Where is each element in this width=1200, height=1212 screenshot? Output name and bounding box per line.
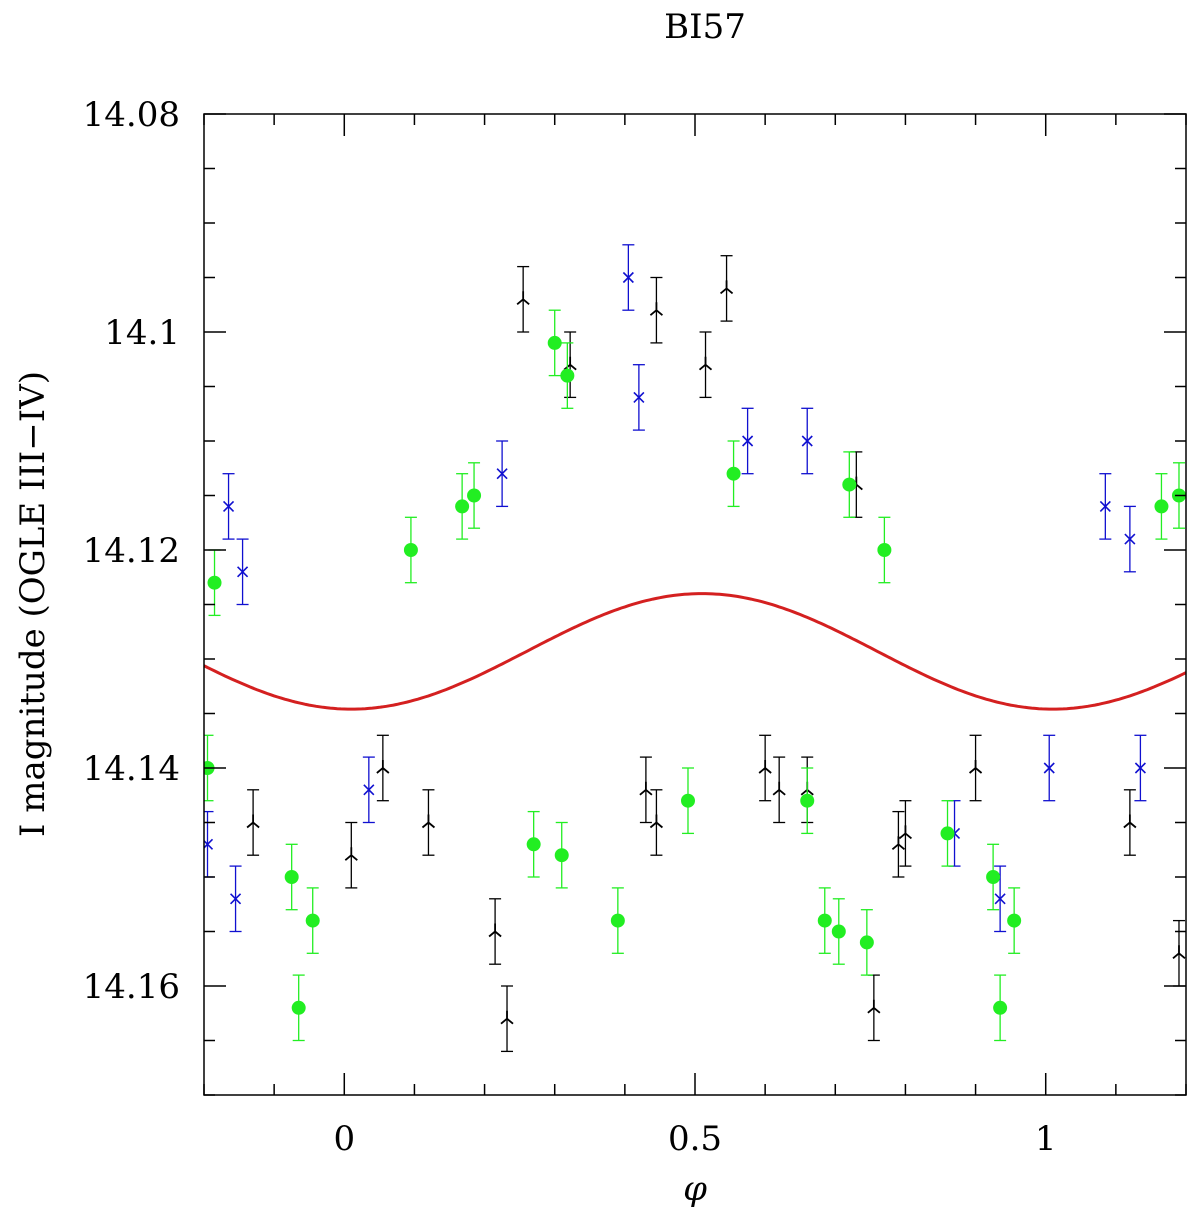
data-point [305,887,320,954]
data-point [817,887,832,954]
data-point [639,756,653,824]
data-point [1043,734,1056,802]
data-point [680,767,695,835]
data-point [284,843,299,911]
model-curve [203,592,1187,711]
data-point [772,756,786,824]
data-point [222,473,235,540]
data-point [496,440,509,508]
y-tick-label: 14.16 [83,967,180,1007]
data-point [968,734,983,802]
axis-ticks [203,113,1187,1096]
data-point [1134,734,1147,802]
data-point [801,407,814,475]
data-point [455,473,470,540]
data-point [649,789,663,856]
data-point [246,789,260,856]
data-point [362,756,375,824]
data-point [516,265,530,333]
data-point [698,331,713,399]
data-point [229,865,242,933]
data-point [898,800,913,867]
data-point [986,843,1001,911]
data-point [421,789,436,856]
data-point [800,767,815,835]
data-point [622,244,635,311]
data-point [831,898,846,965]
data-point [726,440,741,508]
data-point [649,276,663,344]
x-tick-label: 1 [1035,1119,1057,1159]
data-point [554,821,569,889]
data-point [891,810,905,878]
data-point [1099,473,1112,540]
x-tick-label: 0 [333,1119,355,1159]
data-point [719,255,734,322]
data-point [467,462,482,529]
data-point [867,974,881,1042]
data-point [547,309,562,377]
data-point [993,974,1008,1042]
data-point [1007,887,1022,954]
data-point [610,887,625,954]
data-point [563,331,577,399]
y-tick-label: 14.1 [104,313,180,353]
data-point [1123,789,1137,856]
data-point [940,800,955,867]
data-point [526,810,541,878]
data-point [741,407,754,475]
data-point [632,364,645,431]
axis-tick-labels: 0 0.5 1 14.08 14.1 14.12 14.14 14.16 [83,95,1057,1159]
data-point [500,985,514,1053]
data-points-layer [204,244,1186,1053]
model-curve-layer [203,592,1187,711]
x-tick-label: 0.5 [668,1119,722,1159]
y-tick-label: 14.14 [83,749,180,789]
data-point [842,451,857,518]
data-point [877,516,892,584]
plot-frame [203,113,1187,1096]
y-tick-label: 14.12 [83,531,180,571]
data-point [344,821,358,889]
data-point [403,516,418,584]
chart-title: BI57 [664,7,746,47]
data-point [1123,505,1136,573]
data-point [291,974,306,1042]
data-point [1154,473,1169,540]
data-point [1172,919,1186,987]
data-point [488,898,502,965]
data-point [207,549,222,617]
data-point [994,865,1007,933]
data-point [560,342,575,409]
data-point [758,734,772,802]
y-axis-label: I magnitude (OGLE III−IV) [13,371,53,837]
y-tick-label: 14.08 [83,95,180,135]
data-point [236,538,249,606]
data-point [859,909,874,976]
data-point [376,734,390,802]
x-axis-label: φ [683,1169,707,1209]
